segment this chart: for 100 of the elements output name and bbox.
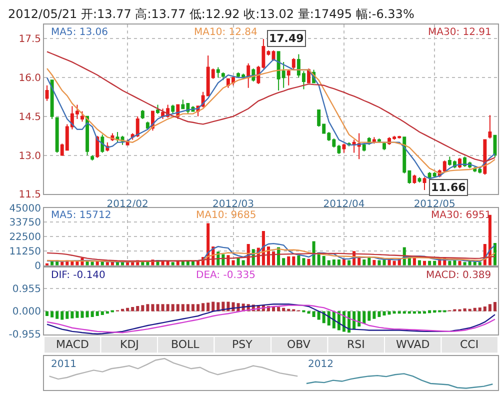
bar (136, 306, 140, 312)
bar (282, 308, 286, 312)
candlestick (171, 104, 175, 114)
bar (151, 304, 154, 312)
bar (317, 311, 320, 320)
bar (131, 306, 134, 312)
line-series (46, 248, 496, 262)
text: WVAD (396, 338, 430, 351)
bar (141, 305, 144, 312)
annotation: 2011 (51, 359, 76, 370)
candlestick (55, 117, 59, 154)
bar (166, 304, 170, 312)
bar (478, 307, 482, 312)
text: MA10: 12.84 (194, 27, 258, 38)
bar (423, 311, 426, 314)
bar (90, 311, 94, 317)
line-series (46, 51, 496, 162)
y-tick-label: 22500 (9, 232, 41, 244)
bar (277, 306, 280, 312)
text: MA30: 6951 (431, 210, 492, 221)
bar (408, 311, 411, 314)
bar (186, 304, 190, 312)
text: OBV (287, 338, 311, 351)
candlestick (266, 50, 270, 56)
x-tick-label: 2012/02 (106, 199, 148, 210)
y-tick-label: 0.000 (12, 306, 41, 318)
bar (322, 256, 326, 266)
candlestick (156, 104, 160, 114)
bar (70, 311, 74, 318)
bar (382, 260, 386, 266)
y-tick-label: 45000 (9, 203, 41, 214)
bar (80, 311, 84, 318)
y-tick-label: 17.5 (18, 34, 41, 46)
candlestick (100, 134, 104, 154)
bar (166, 261, 170, 266)
bar (171, 262, 174, 266)
bar (368, 311, 371, 321)
bar (76, 261, 79, 266)
bar (488, 304, 492, 312)
candlestick (342, 143, 346, 154)
candlestick (216, 66, 220, 78)
y-tick-label: 11250 (9, 246, 41, 258)
text: MA30: 12.91 (428, 27, 492, 38)
bar (181, 304, 184, 312)
bar (307, 311, 310, 314)
bar (126, 308, 130, 312)
bar (392, 311, 396, 314)
bar (60, 311, 64, 320)
y-tick-label: -0.955 (8, 329, 41, 340)
bar (337, 259, 340, 266)
bar (297, 255, 300, 266)
bar (146, 304, 150, 312)
text: MA10: 9685 (196, 210, 256, 221)
bar (483, 306, 486, 312)
candlestick (362, 143, 366, 152)
text: MA5: 15712 (51, 210, 112, 221)
bar (372, 311, 376, 319)
text: MA5: 13.06 (51, 27, 108, 38)
bar (66, 311, 69, 319)
bar (458, 260, 462, 266)
bar (171, 304, 174, 312)
bar (206, 302, 210, 312)
bar (176, 304, 180, 312)
annotation: 17.49 (269, 32, 304, 45)
annotation: 2012 (308, 359, 334, 370)
bar (302, 258, 306, 266)
bar (327, 311, 330, 326)
bar (418, 260, 421, 266)
bar (272, 252, 276, 266)
bar (493, 302, 496, 312)
text: MACD: 0.389 (426, 270, 492, 281)
bar (378, 311, 381, 317)
bar (358, 311, 361, 326)
bar (473, 308, 476, 312)
candlestick (272, 50, 276, 62)
annotation: 11.66 (431, 181, 466, 194)
bar (418, 311, 421, 314)
text: DIF: -0.140 (51, 270, 106, 281)
bar (46, 311, 49, 316)
bar (388, 311, 391, 315)
candlestick (90, 154, 94, 161)
text: BOLL (171, 338, 200, 351)
bar (106, 262, 109, 266)
candlestick (50, 80, 54, 120)
bar (56, 311, 59, 319)
bar (398, 311, 401, 314)
bar (191, 304, 194, 312)
candlestick (488, 114, 492, 139)
bar (242, 260, 245, 266)
bar (368, 258, 371, 266)
bar (307, 258, 310, 266)
bar (332, 259, 336, 266)
y-tick-label: 0 (34, 260, 41, 272)
chart-title: 2012/05/21 开:13.77 高:13.77 低:12.92 收:13.02 量:17495 幅:-6.33% (8, 7, 414, 21)
bar (191, 261, 194, 266)
bar (161, 304, 164, 312)
text: PSY (232, 338, 253, 351)
bar (222, 254, 225, 266)
bar (70, 261, 74, 266)
bar (156, 304, 160, 312)
